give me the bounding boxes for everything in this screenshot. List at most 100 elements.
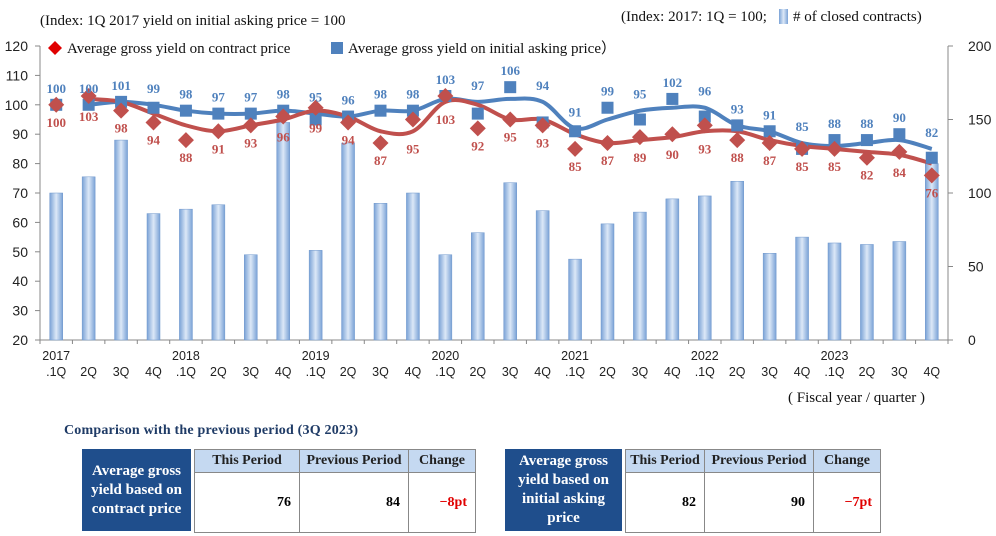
row-header-contract: Average gross yield based on contract pr… bbox=[82, 449, 191, 531]
data-label-contract: 100 bbox=[46, 115, 66, 130]
data-label-contract: 85 bbox=[828, 159, 842, 174]
legend-square-icon bbox=[331, 42, 343, 54]
data-label-contract: 87 bbox=[374, 153, 388, 168]
left-axis-tick-label: 90 bbox=[12, 126, 28, 142]
marker-asking-square bbox=[309, 113, 322, 126]
data-labels: 100 100 101 99 98 97 97 98 95 96 98 98 103 97 106 94 91 9… bbox=[46, 63, 938, 200]
combo-chart: (Index: 1Q 2017 yield on initial asking … bbox=[5, 9, 992, 406]
x-tick-label-quarter: 2Q bbox=[729, 365, 746, 379]
data-label-contract: 103 bbox=[79, 109, 99, 124]
x-tick-label-year: 2021 bbox=[561, 349, 589, 363]
x-tick-label-quarter: 4Q bbox=[145, 365, 162, 379]
right-axis-tick-label: 150 bbox=[968, 112, 992, 128]
bar-closed-contracts bbox=[49, 192, 63, 341]
marker-asking-square bbox=[601, 101, 614, 114]
marker-contract-diamond bbox=[567, 140, 584, 157]
data-label-contract: 96 bbox=[277, 130, 291, 145]
data-label-asking: 96 bbox=[698, 84, 712, 99]
x-tick-label-quarter: 3Q bbox=[113, 365, 130, 379]
legend: Average gross yield on contract price Av… bbox=[48, 40, 616, 57]
marker-contract-diamond bbox=[242, 117, 259, 134]
marker-asking-square bbox=[698, 110, 711, 123]
x-tick-label-quarter: 4Q bbox=[534, 365, 551, 379]
left-axis-tick-label: 20 bbox=[12, 332, 28, 348]
data-label-asking: 90 bbox=[893, 110, 906, 125]
x-tick-label-quarter: .1Q bbox=[565, 365, 585, 379]
marker-contract-diamond bbox=[891, 143, 908, 160]
bar-closed-contracts bbox=[146, 213, 161, 341]
bar-closed-contracts bbox=[633, 211, 647, 341]
x-tick-label-quarter: 4Q bbox=[664, 365, 681, 379]
x-tick-label-quarter: 2Q bbox=[599, 365, 616, 379]
data-label-asking: 99 bbox=[147, 81, 161, 96]
x-tick-label-quarter: 4Q bbox=[923, 365, 940, 379]
previous-period-value: 90 bbox=[704, 472, 814, 533]
x-tick-label-quarter: 2Q bbox=[80, 365, 97, 379]
marker-contract-diamond bbox=[761, 135, 778, 152]
marker-contract-diamond bbox=[826, 140, 843, 157]
col-change: Change bbox=[408, 449, 476, 473]
marker-contract-diamond bbox=[113, 102, 130, 119]
data-label-contract: 92 bbox=[471, 138, 484, 153]
marker-asking-square bbox=[179, 104, 192, 117]
bar-closed-contracts bbox=[114, 139, 128, 341]
legend-label-contract: Average gross yield on contract price bbox=[67, 41, 291, 57]
data-label-asking: 91 bbox=[763, 107, 776, 122]
x-tick-label-quarter: 4Q bbox=[275, 365, 292, 379]
bar-closed-contracts bbox=[665, 198, 680, 341]
marker-contract-diamond bbox=[48, 96, 65, 113]
x-axis-title: ( Fiscal year / quarter ) bbox=[788, 390, 925, 406]
data-label-contract: 93 bbox=[244, 135, 258, 150]
right-axis-tick-label: 200 bbox=[968, 38, 992, 54]
data-label-contract: 88 bbox=[731, 150, 745, 165]
bar-closed-contracts bbox=[276, 122, 290, 341]
data-label-contract: 89 bbox=[633, 150, 647, 165]
x-tick-label-year: 2023 bbox=[821, 349, 849, 363]
data-label-contract: 82 bbox=[860, 168, 873, 183]
bar-closed-contracts bbox=[762, 253, 777, 341]
bar-closed-contracts bbox=[860, 244, 874, 341]
left-axis-tick-label: 40 bbox=[12, 273, 28, 289]
marker-asking-square bbox=[471, 107, 484, 120]
left-axis-tick-label: 50 bbox=[12, 244, 28, 260]
x-tick-label-year: 2017 bbox=[42, 349, 70, 363]
data-label-asking: 100 bbox=[46, 81, 66, 96]
data-label-asking: 94 bbox=[536, 78, 550, 93]
x-tick-label-quarter: 4Q bbox=[405, 365, 422, 379]
marker-contract-diamond bbox=[340, 114, 357, 131]
x-tick-label-quarter: .1Q bbox=[435, 365, 455, 379]
x-tick-label-quarter: .1Q bbox=[824, 365, 844, 379]
left-axis-tick-label: 100 bbox=[5, 97, 29, 113]
x-tick-label-quarter: 3Q bbox=[372, 365, 389, 379]
x-tick-label-quarter: 2Q bbox=[859, 365, 876, 379]
left-axis-tick-label: 110 bbox=[6, 67, 29, 83]
bar-closed-contracts bbox=[438, 254, 453, 341]
index-note-right-suffix: # of closed contracts) bbox=[793, 9, 922, 25]
data-label-asking: 82 bbox=[925, 125, 938, 140]
x-tick-label-quarter: 2Q bbox=[340, 365, 357, 379]
bar-closed-contracts bbox=[179, 208, 193, 341]
marker-asking-square bbox=[893, 128, 906, 141]
marker-contract-diamond bbox=[469, 120, 486, 137]
data-label-contract: 99 bbox=[309, 121, 323, 136]
data-label-asking: 103 bbox=[436, 72, 456, 87]
col-this-period: This Period bbox=[625, 449, 705, 473]
left-axis-tick-label: 30 bbox=[12, 303, 28, 319]
data-label-asking: 97 bbox=[471, 78, 485, 93]
left-axis-tick-label: 120 bbox=[5, 38, 29, 54]
col-change: Change bbox=[813, 449, 881, 473]
data-label-contract: 87 bbox=[763, 153, 777, 168]
x-tick-label-quarter: 3Q bbox=[891, 365, 908, 379]
data-label-contract: 94 bbox=[342, 132, 356, 147]
bar-closed-contracts bbox=[373, 203, 388, 341]
data-label-asking: 102 bbox=[663, 75, 683, 90]
this-period-value: 82 bbox=[625, 472, 705, 533]
data-label-asking: 88 bbox=[828, 116, 842, 131]
col-previous-period: Previous Period bbox=[299, 449, 409, 473]
x-tick-label-quarter: 3Q bbox=[242, 365, 259, 379]
comparison-table-asking: Average gross yield based on initial ask… bbox=[505, 449, 881, 533]
marker-contract-diamond bbox=[631, 129, 648, 146]
bar-series bbox=[49, 122, 939, 341]
marker-contract-diamond bbox=[664, 126, 681, 143]
left-axis-tick-label: 80 bbox=[12, 156, 28, 172]
